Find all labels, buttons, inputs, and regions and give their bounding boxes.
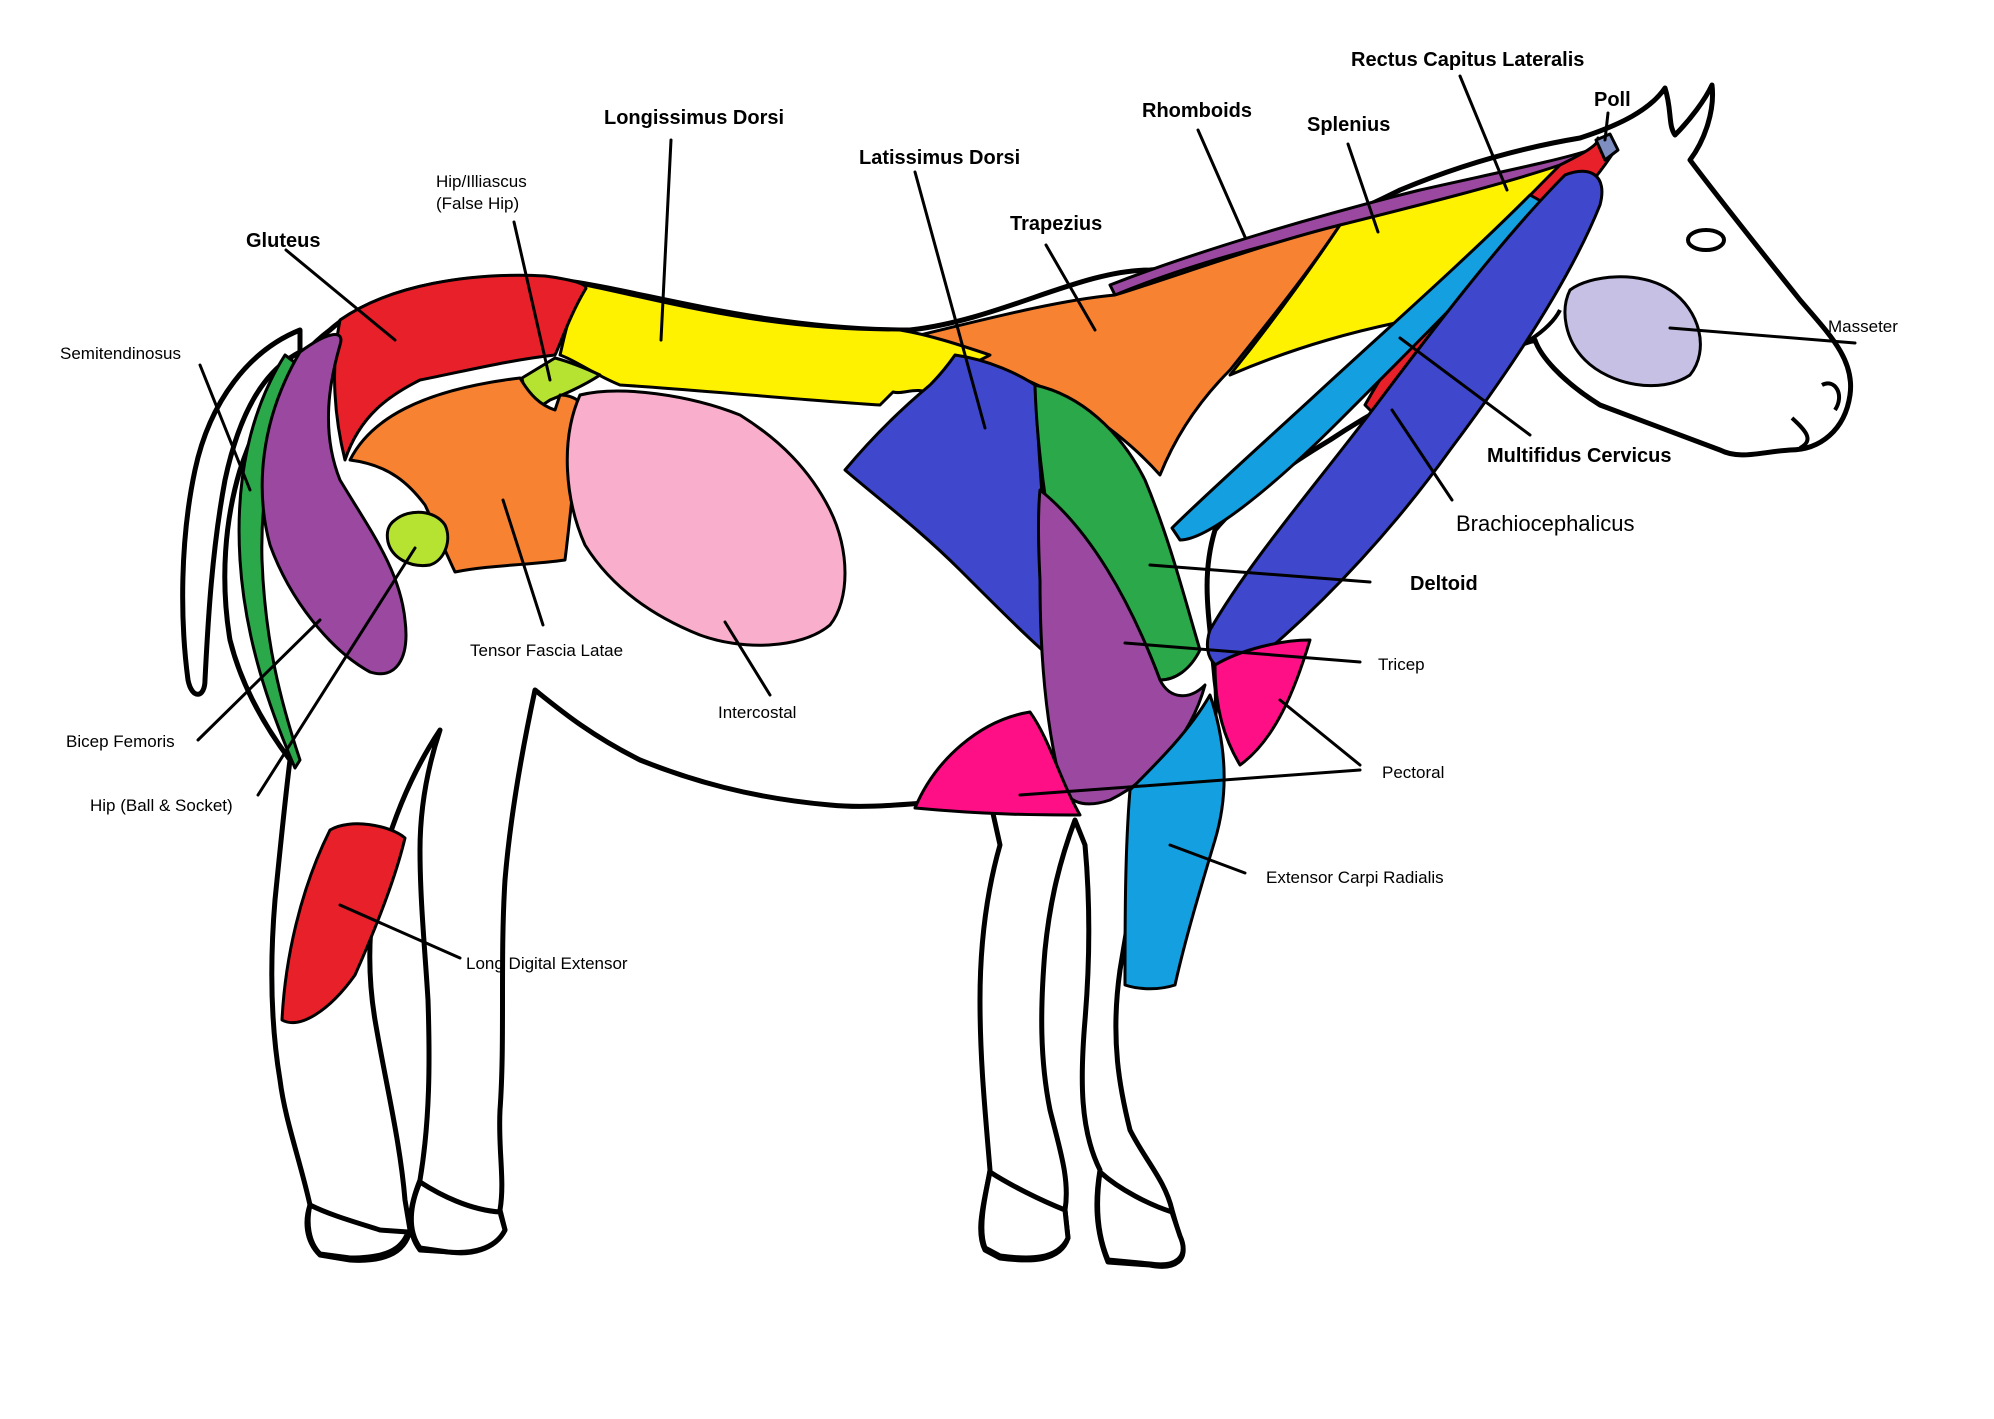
- label-tensor-fascia-latae: Tensor Fascia Latae: [470, 641, 623, 660]
- label-multifidus-cervicus: Multifidus Cervicus: [1487, 445, 1671, 467]
- label-tricep: Tricep: [1378, 655, 1425, 674]
- horse-eye: [1688, 230, 1724, 250]
- label-bicep-femoris: Bicep Femoris: [66, 732, 175, 751]
- leader-rhomboids: [1198, 130, 1245, 237]
- label-splenius: Splenius: [1307, 114, 1390, 136]
- label-hip-illiascus-line2: (False Hip): [436, 194, 519, 213]
- horse-body: [225, 85, 1851, 1266]
- label-brachiocephalicus: Brachiocephalicus: [1456, 511, 1635, 536]
- horse-outline: [183, 85, 1851, 1266]
- label-hip-illiascus-line1: Hip/Illiascus: [436, 172, 527, 191]
- label-long-digital-extensor: Long Digital Extensor: [466, 954, 628, 973]
- label-gluteus: Gluteus: [246, 230, 320, 252]
- label-intercostal: Intercostal: [718, 703, 796, 722]
- label-hip-ball-socket: Hip (Ball & Socket): [90, 796, 233, 815]
- label-deltoid: Deltoid: [1410, 573, 1478, 595]
- label-rhomboids: Rhomboids: [1142, 100, 1252, 122]
- label-latissimus-dorsi: Latissimus Dorsi: [859, 147, 1020, 169]
- muscle-pectoral-front: [1215, 640, 1310, 765]
- label-extensor-carpi-radialis: Extensor Carpi Radialis: [1266, 868, 1444, 887]
- label-pectoral: Pectoral: [1382, 763, 1444, 782]
- label-masseter: Masseter: [1828, 317, 1898, 336]
- label-rectus-capitus-lateralis: Rectus Capitus Lateralis: [1351, 49, 1584, 71]
- muscle-hip-ball-socket: [387, 512, 447, 565]
- label-semitendinosus: Semitendinosus: [60, 344, 181, 363]
- leader-pectoral-1: [1280, 700, 1360, 765]
- label-longissimus-dorsi: Longissimus Dorsi: [604, 107, 784, 129]
- label-trapezius: Trapezius: [1010, 213, 1102, 235]
- label-poll: Poll: [1594, 89, 1631, 111]
